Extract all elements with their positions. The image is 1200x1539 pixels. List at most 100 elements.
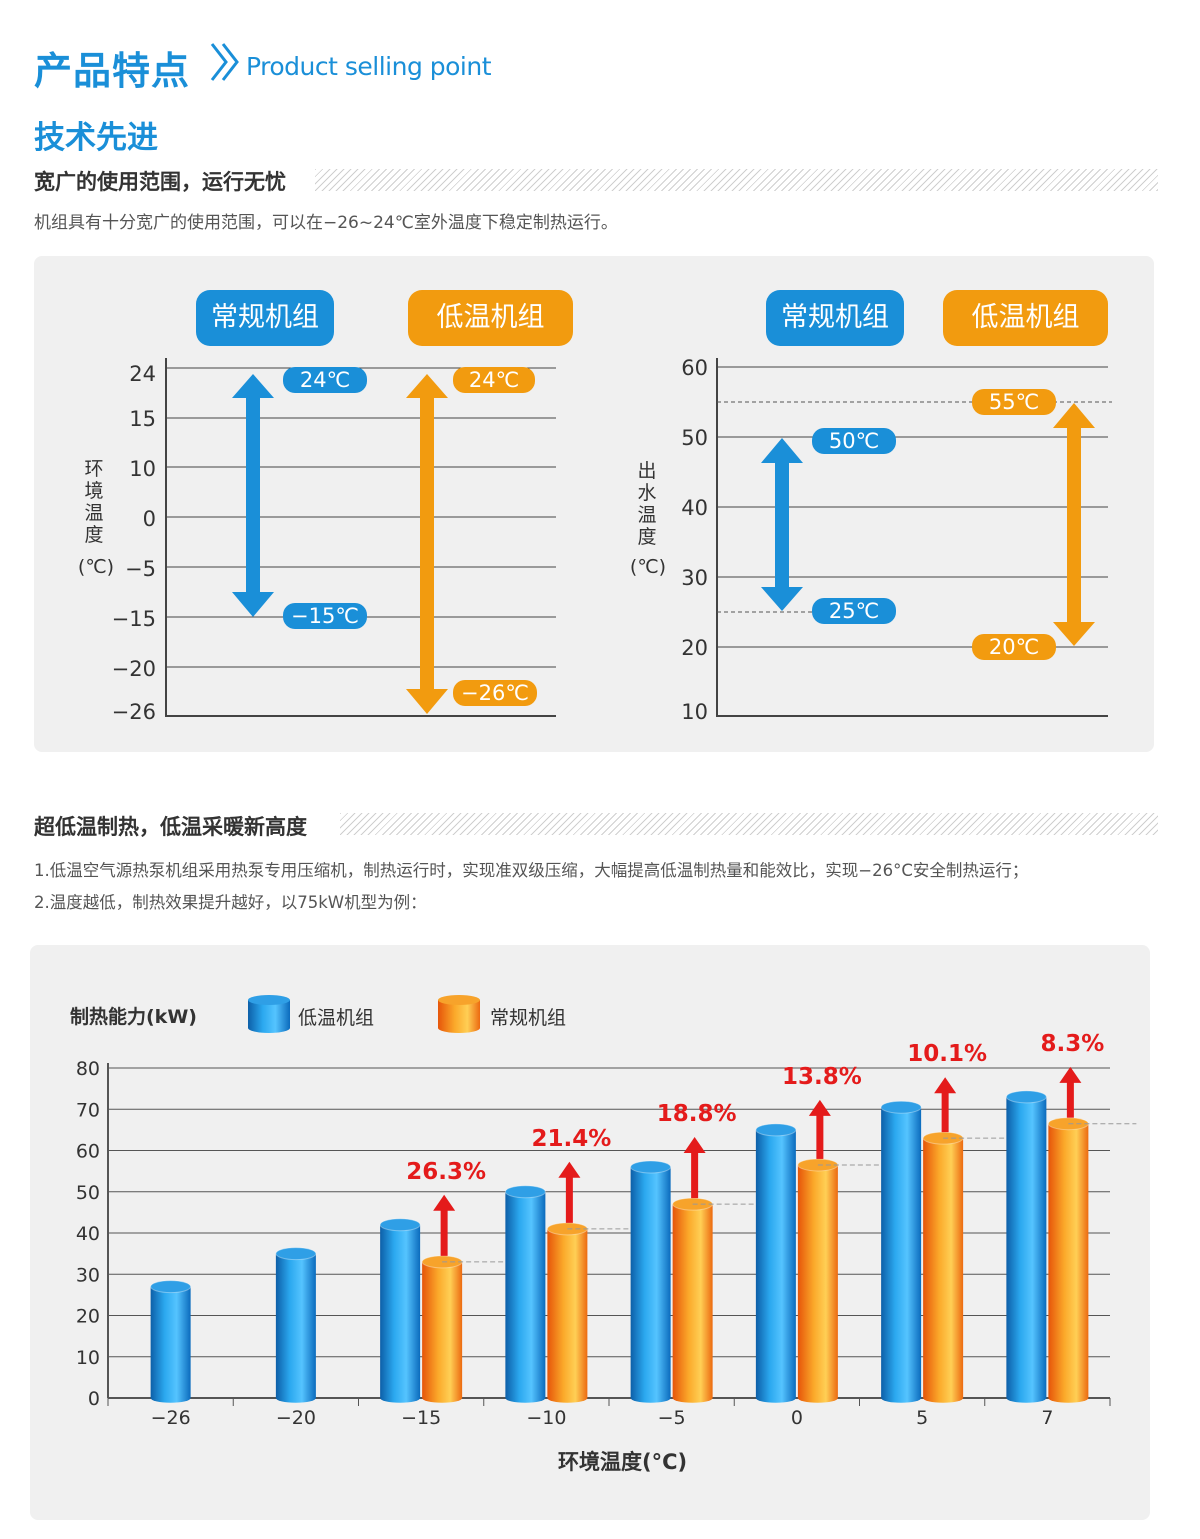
section1-hatch-divider (315, 169, 1158, 191)
bar-low-temp-cap (630, 1160, 672, 1174)
y-tick-label: 40 (76, 1223, 100, 1245)
x-tick-label: 0 (791, 1407, 803, 1429)
bar-low-temp (755, 1123, 797, 1403)
bar-low-temp-body (630, 1167, 671, 1398)
increase-arrow-shaft (941, 1091, 949, 1133)
bar-low-temp (1005, 1090, 1047, 1403)
increase-arrow-shaft (565, 1175, 573, 1223)
y-tick-label: 10 (76, 1347, 100, 1369)
bar-low-temp-base (150, 1393, 191, 1403)
bar-low-temp-base (380, 1393, 421, 1403)
bar-regular-base (422, 1393, 463, 1403)
left-ylabel-unit: (℃) (77, 556, 115, 578)
right-tag-low-min: 20℃ (972, 634, 1056, 660)
bar-low-temp-base (881, 1393, 922, 1403)
right-ylabel-unit: (℃) (629, 556, 667, 578)
legend-swatch-regular-cap (438, 995, 480, 1005)
bar-regular-body (797, 1164, 838, 1398)
bar-regular (797, 1158, 839, 1403)
y-tick-label: 70 (76, 1099, 100, 1121)
left-tag-low-max: 24℃ (453, 367, 535, 393)
left-pill-regular: 常规机组 (196, 290, 334, 346)
left-ylabel: 环 境 温 度 (84, 458, 104, 546)
bar-low-temp-cap (880, 1100, 922, 1114)
bar-low-temp-base (275, 1393, 316, 1403)
increase-arrow-shaft (816, 1113, 824, 1159)
bar-low-temp-base (630, 1393, 671, 1403)
bar-low-temp (275, 1247, 317, 1403)
bar-low-temp-base (1006, 1393, 1047, 1403)
bar-low-temp-cap (1005, 1090, 1047, 1104)
increase-percent-label: 18.8% (657, 1101, 737, 1127)
bar-low-temp-body (505, 1191, 546, 1398)
page-title: 产品特点 (34, 49, 191, 93)
right-tick: 30 (681, 566, 708, 590)
legend-swatch-low-base (248, 1023, 290, 1033)
x-tick-label: 7 (1041, 1407, 1053, 1429)
bar-low-temp (880, 1100, 922, 1403)
left-low-range-arrow (406, 374, 448, 714)
left-tag-regular-max: 24℃ (283, 367, 367, 393)
left-tag-low-min: −26℃ (453, 680, 537, 706)
section2-desc-2: 2.温度越低，制热效果提升越好，以75kW机型为例： (34, 893, 427, 912)
right-low-range-arrow (1053, 403, 1095, 646)
bar-regular-body (422, 1261, 463, 1398)
bar-regular (672, 1197, 714, 1403)
right-tag-regular-min: 25℃ (812, 598, 896, 624)
bar-low-temp (504, 1185, 546, 1403)
bar-low-temp-body (1006, 1096, 1047, 1398)
legend-swatch-low-cap (248, 995, 290, 1005)
bar-low-temp-cap (755, 1123, 797, 1137)
bar-regular (421, 1255, 463, 1403)
bar-regular-base (1048, 1393, 1089, 1403)
y-tick-label: 60 (76, 1141, 100, 1163)
x-tick-label: −26 (151, 1407, 191, 1429)
right-pill-regular: 常规机组 (766, 290, 904, 346)
left-tick: −15 (111, 607, 156, 631)
x-tick-label: 5 (916, 1407, 928, 1429)
bar-chart-xlabel: 环境温度(°C) (558, 1450, 688, 1474)
section2-hatch-divider (340, 813, 1158, 835)
bar-regular-body (923, 1138, 964, 1398)
right-tick: 40 (681, 496, 708, 520)
increase-percent-label: 10.1% (907, 1041, 987, 1067)
bar-low-temp-base (505, 1393, 546, 1403)
y-tick-label: 50 (76, 1182, 100, 1204)
right-pill-low: 低温机组 (943, 290, 1108, 346)
increase-arrow-shaft (1066, 1080, 1074, 1118)
bar-regular (546, 1222, 588, 1403)
left-pill-low: 低温机组 (408, 290, 573, 346)
bar-regular-body (672, 1204, 713, 1398)
bar-regular-base (547, 1393, 588, 1403)
right-ylabel: 出 水 温 度 (637, 460, 657, 548)
bar-low-temp-body (380, 1224, 421, 1398)
section1-desc: 机组具有十分宽广的使用范围，可以在−26~24℃室外温度下稳定制热运行。 (34, 213, 618, 233)
increase-percent-label: 13.8% (782, 1064, 862, 1090)
bar-chart-ylabel: 制热能力(kW) (70, 1006, 197, 1028)
increase-arrow-head (1059, 1066, 1082, 1083)
increase-percent-label: 8.3% (1040, 1031, 1104, 1057)
bar-low-temp (630, 1160, 672, 1403)
bar-regular-base (923, 1393, 964, 1403)
x-tick-label: −15 (401, 1407, 441, 1429)
legend-swatch-low (248, 995, 290, 1033)
right-regular-range-arrow (761, 438, 803, 611)
left-tag-regular-min: −15℃ (283, 603, 367, 629)
bar-low-temp-base (755, 1393, 796, 1403)
bar-low-temp (379, 1218, 421, 1403)
left-tick: 10 (129, 457, 156, 481)
x-tick-label: −20 (276, 1407, 316, 1429)
bar-regular-base (797, 1393, 838, 1403)
section2-desc-1: 1.低温空气源热泵机组采用热泵专用压缩机，制热运行时，实现准双级压缩，大幅提高低… (34, 861, 1029, 880)
double-chevron-icon (210, 43, 239, 81)
right-tick: 10 (681, 700, 708, 724)
increase-arrow-head (558, 1161, 581, 1178)
right-tick: 60 (681, 356, 708, 380)
x-tick-label: −10 (526, 1407, 566, 1429)
left-tick: 24 (129, 362, 156, 386)
bar-low-temp-body (755, 1129, 796, 1398)
section2-title: 超低温制热，低温采暖新高度 (34, 815, 307, 839)
bar-low-temp-body (150, 1286, 191, 1398)
y-tick-label: 30 (76, 1264, 100, 1286)
